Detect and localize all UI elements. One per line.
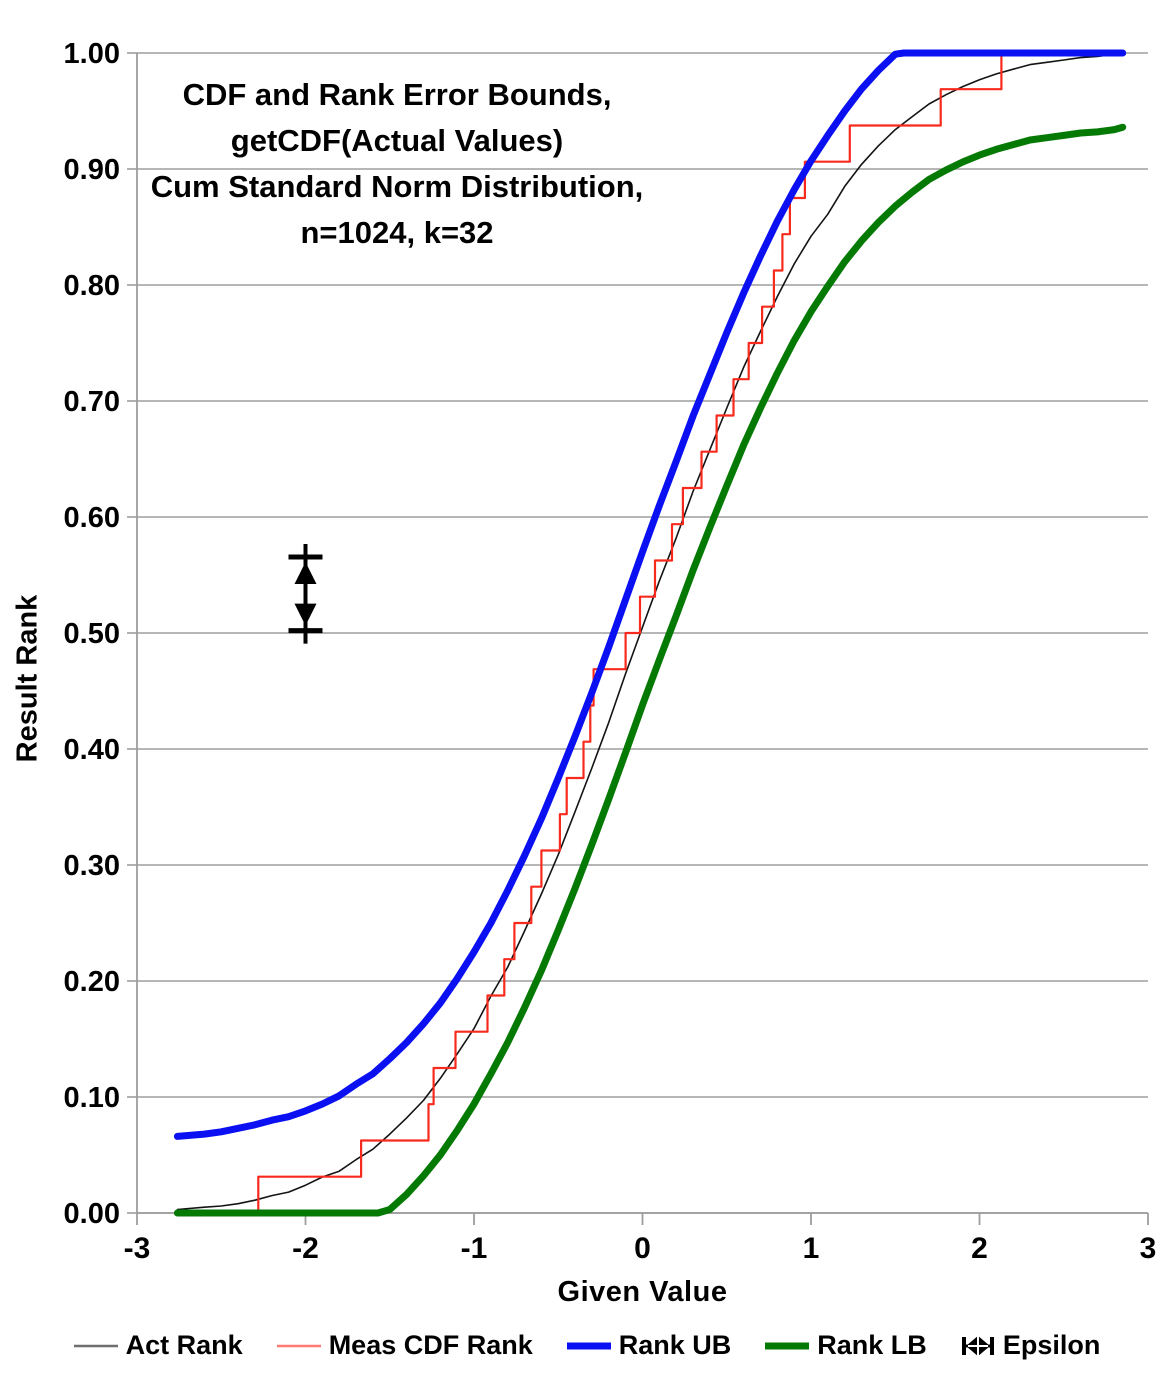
legend-label: Rank LB (817, 1330, 927, 1360)
y-tick-label-0.00: 0.00 (64, 1198, 120, 1230)
legend-label: Act Rank (125, 1330, 243, 1360)
x-tick-label-0: 0 (634, 1232, 651, 1265)
legend-line-swatch (73, 1344, 118, 1347)
chart-title-line-2: getCDF(Actual Values) (230, 123, 564, 158)
epsilon-marker-down-arrowhead (294, 603, 317, 626)
legend-line-swatch (566, 1342, 611, 1349)
x-tick-label--1: -1 (461, 1232, 488, 1265)
epsilon-marker-icon (961, 1334, 994, 1357)
chart-title-line-3: Cum Standard Norm Distribution, (150, 169, 644, 204)
legend-item-rank-ub: Rank UB (565, 1330, 732, 1361)
y-tick-label-0.50: 0.50 (64, 618, 120, 650)
legend-item-epsilon: Epsilon (959, 1330, 1101, 1361)
x-axis-title: Given Value (557, 1276, 728, 1308)
y-tick-label-0.70: 0.70 (64, 386, 120, 418)
legend-item-rank-lb: Rank LB (763, 1330, 927, 1361)
chart-title-line-1: CDF and Rank Error Bounds, (182, 77, 612, 112)
y-tick-label-0.30: 0.30 (64, 850, 120, 882)
legend-line-swatch (765, 1342, 810, 1349)
series-line-act-rank (176, 52, 1124, 1211)
y-tick-label-0.90: 0.90 (64, 154, 120, 186)
x-tick-label--2: -2 (292, 1232, 319, 1265)
series-line-rank-ub (173, 49, 1127, 1140)
series-line-rank-lb (173, 123, 1127, 1217)
chart-title-line-4: n=1024, k=32 (300, 215, 494, 250)
y-tick-label-0.80: 0.80 (64, 270, 120, 302)
epsilon-marker-up-arrowhead (294, 562, 317, 585)
chart-legend: Act Rank Meas CDF Rank Rank UB Rank LB Epsil… (0, 1330, 1172, 1361)
y-axis-title: Result Rank (11, 594, 44, 763)
series-line-meas-cdf-rank (176, 51, 1015, 1215)
legend-label: Rank UB (618, 1330, 732, 1360)
legend-item-act-rank: Act Rank (72, 1330, 243, 1361)
y-tick-label-0.20: 0.20 (64, 966, 120, 998)
legend-item-meas-cdf-rank: Meas CDF Rank (275, 1330, 533, 1361)
y-tick-label-0.40: 0.40 (64, 734, 120, 766)
y-tick-label-0.10: 0.10 (64, 1082, 120, 1114)
chart-title: CDF and Rank Error Bounds, getCDF(Actual… (142, 72, 652, 256)
legend-label: Epsilon (1002, 1330, 1101, 1360)
x-tick-label-1: 1 (803, 1232, 820, 1265)
x-tick-label--3: -3 (124, 1232, 151, 1265)
x-tick-label-2: 2 (971, 1232, 988, 1265)
y-tick-label-1.00: 1.00 (64, 38, 120, 70)
y-tick-label-0.60: 0.60 (64, 502, 120, 534)
legend-label: Meas CDF Rank (328, 1330, 533, 1360)
x-tick-label-3: 3 (1140, 1232, 1157, 1265)
legend-line-swatch (276, 1344, 321, 1347)
